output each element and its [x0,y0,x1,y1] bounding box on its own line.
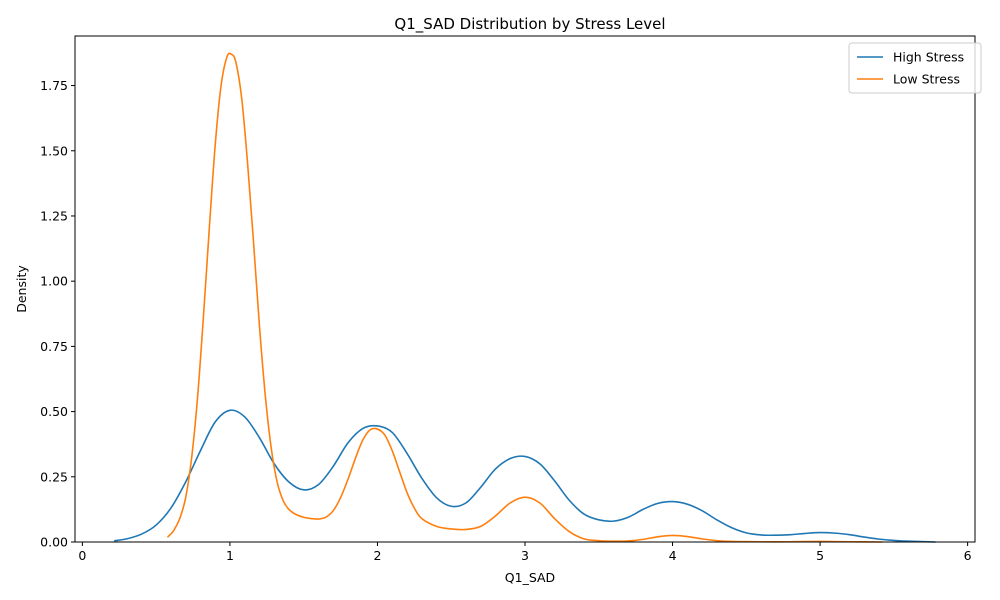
legend: High Stress Low Stress [848,42,982,94]
x-axis: 0 1 2 3 4 5 6 [78,542,972,563]
x-tick-label: 5 [816,548,824,563]
y-tick-label: 0.75 [40,339,68,354]
y-axis-label: Density [14,265,29,313]
series-layer [114,52,936,543]
legend-box [848,42,982,94]
series-line-low-stress [167,52,883,543]
legend-label: Low Stress [893,72,960,87]
x-tick-label: 3 [521,548,529,563]
y-tick-label: 0.50 [40,404,68,419]
y-tick-label: 0.00 [40,535,68,550]
x-tick-label: 6 [964,548,972,563]
x-tick-label: 4 [669,548,677,563]
y-tick-label: 1.00 [40,274,68,289]
y-tick-label: 1.25 [40,208,68,223]
series-line-high-stress [114,409,936,543]
x-tick-label: 1 [226,548,234,563]
y-tick-label: 1.75 [40,78,68,93]
chart-title: Q1_SAD Distribution by Stress Level [394,15,665,34]
x-axis-label: Q1_SAD [505,570,555,585]
x-tick-label: 2 [373,548,381,563]
y-tick-label: 1.50 [40,143,68,158]
y-tick-label: 0.25 [40,469,68,484]
y-axis: 0.00 0.25 0.50 0.75 1.00 1.25 1.50 1.75 [40,78,75,550]
x-tick-label: 0 [78,548,86,563]
plot-frame [74,35,976,543]
legend-label: High Stress [893,50,964,65]
